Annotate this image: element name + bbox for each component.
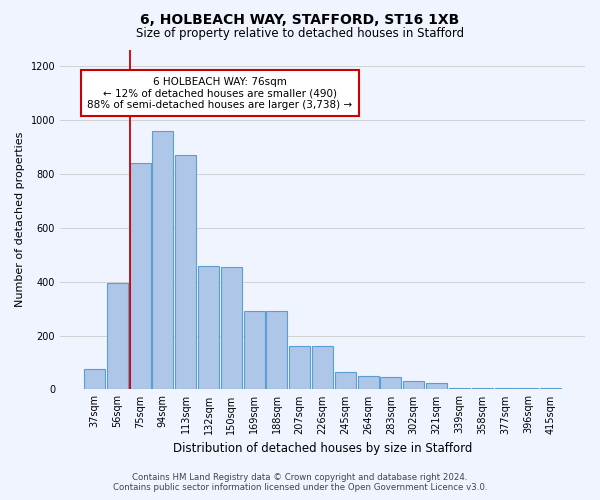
Y-axis label: Number of detached properties: Number of detached properties [15, 132, 25, 308]
Bar [107, 283, 128, 390]
Bar [84, 369, 105, 390]
Bar [517, 388, 538, 390]
Bar [221, 267, 242, 390]
Bar [152, 131, 173, 390]
Text: 6, HOLBEACH WAY, STAFFORD, ST16 1XB: 6, HOLBEACH WAY, STAFFORD, ST16 1XB [140, 12, 460, 26]
X-axis label: Distribution of detached houses by size in Stafford: Distribution of detached houses by size … [173, 442, 472, 455]
Bar [312, 346, 333, 390]
Bar [494, 388, 515, 390]
Bar [198, 266, 219, 390]
Text: Size of property relative to detached houses in Stafford: Size of property relative to detached ho… [136, 28, 464, 40]
Text: 6 HOLBEACH WAY: 76sqm
← 12% of detached houses are smaller (490)
88% of semi-det: 6 HOLBEACH WAY: 76sqm ← 12% of detached … [88, 76, 352, 110]
Bar [358, 376, 379, 390]
Bar [540, 388, 561, 390]
Bar [403, 382, 424, 390]
Bar [335, 372, 356, 390]
Bar [289, 346, 310, 390]
Bar [472, 388, 493, 390]
Bar [175, 155, 196, 390]
Bar [130, 163, 151, 390]
Bar [380, 378, 401, 390]
Bar [266, 312, 287, 390]
Bar [244, 312, 265, 390]
Bar [449, 388, 470, 390]
Bar [426, 382, 447, 390]
Text: Contains HM Land Registry data © Crown copyright and database right 2024.
Contai: Contains HM Land Registry data © Crown c… [113, 473, 487, 492]
